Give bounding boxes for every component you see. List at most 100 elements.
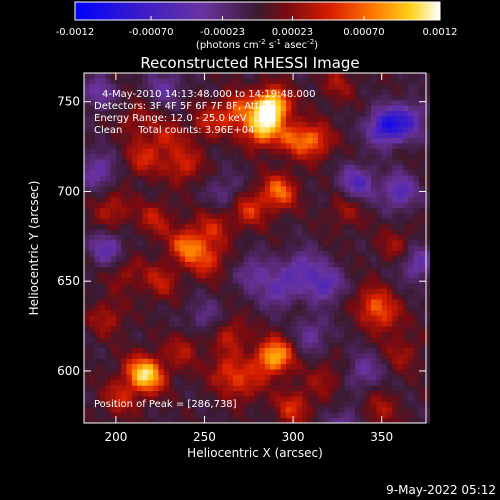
heatmap-cell [105,369,111,375]
heatmap-cell [365,336,372,343]
heatmap-cell [344,196,351,203]
heatmap-cell [110,191,117,198]
heatmap-cell [355,175,361,182]
heatmap-cell [185,304,191,311]
heatmap-cell [163,277,170,284]
heatmap-cell [147,256,154,262]
heatmap-cell [248,121,255,128]
heatmap-cell [216,358,223,365]
heatmap-cell [216,148,223,155]
heatmap-cell [222,396,228,402]
heatmap-cell [121,105,127,112]
heatmap-cell [163,320,170,327]
heatmap-cell [312,326,319,332]
heatmap-cell [243,105,250,112]
heatmap-cell [99,89,106,95]
heatmap-cell [222,116,228,122]
heatmap-cell [126,110,133,117]
heatmap-cell [376,250,383,257]
heatmap-cell [275,110,282,117]
heatmap-cell [413,202,420,209]
heatmap-cell [339,385,345,392]
heatmap-cell [248,309,255,316]
heatmap-cell [408,83,414,90]
heatmap-cell [323,283,329,289]
heatmap-cell [424,99,430,106]
heatmap-cell [280,347,287,354]
heatmap-cell [110,250,117,257]
heatmap-cell [200,159,207,165]
heatmap-cell [232,406,239,413]
heatmap-cell [200,293,207,300]
heatmap-cell [360,83,367,90]
heatmap-cell [163,153,170,160]
heatmap-cell [275,180,282,187]
heatmap-cell [131,153,138,160]
heatmap-cell [248,326,255,332]
heatmap-cell [158,412,165,419]
heatmap-cell [110,417,117,424]
heatmap-cell [307,121,313,128]
heatmap-cell [110,320,117,327]
heatmap-cell [137,169,143,176]
heatmap-cell [179,132,186,139]
heatmap-cell [307,417,313,424]
heatmap-cell [232,293,239,300]
heatmap-cell [301,347,308,354]
heatmap-cell [397,218,404,225]
heatmap-cell [307,153,313,160]
heatmap-cell [413,175,420,182]
heatmap-cell [195,234,202,241]
heatmap-cell [360,110,367,117]
heatmap-cell [137,105,143,112]
heatmap-cell [121,315,127,322]
heatmap-cell [227,159,234,165]
heatmap-cell [190,406,197,413]
heatmap-cell [216,272,223,279]
heatmap-cell [418,132,425,139]
heatmap-cell [142,385,149,392]
heatmap-cell [121,148,127,155]
heatmap-cell [381,320,388,327]
heatmap-cell [254,401,260,408]
heatmap-cell [238,401,244,408]
heatmap-cell [259,186,266,192]
heatmap-cell [185,358,191,365]
heatmap-cell [169,309,175,316]
heatmap-cell [376,320,383,327]
heatmap-cell [227,326,234,332]
heatmap-cell [291,148,298,155]
heatmap-cell [99,326,106,332]
heatmap-cell [344,116,351,122]
heatmap-cell [344,304,351,311]
heatmap-cell [323,245,329,252]
heatmap-cell [418,299,425,305]
heatmap-cell [259,261,266,268]
heatmap-cell [418,159,425,165]
heatmap-cell [339,207,345,214]
heatmap-cell [195,202,202,209]
heatmap-cell [259,137,266,144]
heatmap-cell [280,379,287,386]
heatmap-cell [259,78,266,85]
heatmap-cell [238,229,244,235]
heatmap-cell [376,153,383,160]
heatmap-cell [333,342,340,349]
heatmap-cell [131,417,138,424]
heatmap-cell [333,266,340,273]
heatmap-cell [301,73,308,79]
heatmap-cell [333,126,340,133]
heatmap-cell [238,218,244,225]
heatmap-cell [333,326,340,332]
heatmap-cell [397,164,404,171]
heatmap-cell [222,374,228,381]
heatmap-cell [323,347,329,354]
heatmap-cell [360,379,367,386]
heatmap-cell [408,175,414,182]
heatmap-cell [195,213,202,219]
heatmap-cell [291,379,298,386]
heatmap-cell [216,315,223,322]
heatmap-cell [264,191,271,198]
heatmap-cell [323,143,329,149]
heatmap-cell [110,406,117,413]
